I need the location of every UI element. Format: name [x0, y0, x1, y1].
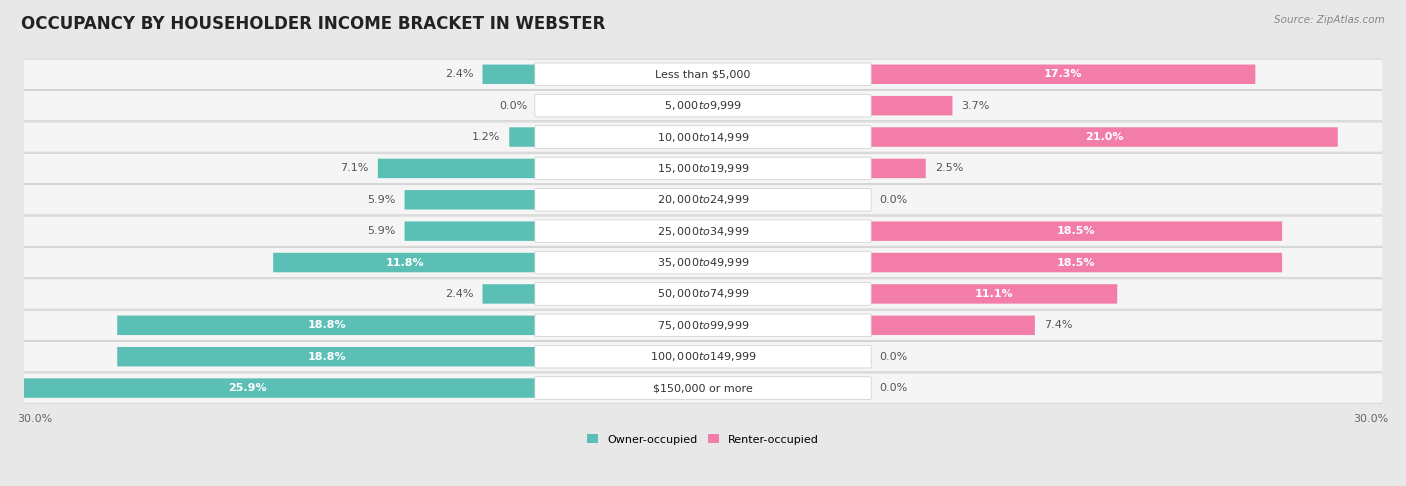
- FancyBboxPatch shape: [22, 185, 1384, 215]
- FancyBboxPatch shape: [22, 122, 1384, 152]
- Text: OCCUPANCY BY HOUSEHOLDER INCOME BRACKET IN WEBSTER: OCCUPANCY BY HOUSEHOLDER INCOME BRACKET …: [21, 15, 606, 33]
- Text: 0.0%: 0.0%: [499, 101, 527, 111]
- FancyBboxPatch shape: [22, 90, 1384, 121]
- Text: 18.8%: 18.8%: [308, 352, 346, 362]
- Text: 0.0%: 0.0%: [879, 383, 907, 393]
- Text: 11.8%: 11.8%: [385, 258, 423, 268]
- FancyBboxPatch shape: [870, 159, 925, 178]
- Text: 18.5%: 18.5%: [1057, 226, 1095, 236]
- FancyBboxPatch shape: [22, 154, 1384, 184]
- Text: 21.0%: 21.0%: [1084, 132, 1123, 142]
- Text: $50,000 to $74,999: $50,000 to $74,999: [657, 287, 749, 300]
- FancyBboxPatch shape: [534, 283, 872, 305]
- Text: Less than $5,000: Less than $5,000: [655, 69, 751, 79]
- FancyBboxPatch shape: [22, 310, 1384, 340]
- FancyBboxPatch shape: [405, 222, 536, 241]
- FancyBboxPatch shape: [22, 373, 1384, 403]
- Legend: Owner-occupied, Renter-occupied: Owner-occupied, Renter-occupied: [582, 430, 824, 449]
- Text: 2.4%: 2.4%: [446, 69, 474, 79]
- FancyBboxPatch shape: [534, 126, 872, 148]
- FancyBboxPatch shape: [273, 253, 536, 272]
- FancyBboxPatch shape: [22, 279, 1384, 309]
- FancyBboxPatch shape: [534, 63, 872, 86]
- FancyBboxPatch shape: [482, 284, 536, 304]
- Text: 18.8%: 18.8%: [308, 320, 346, 330]
- Text: 5.9%: 5.9%: [367, 195, 395, 205]
- Text: $10,000 to $14,999: $10,000 to $14,999: [657, 131, 749, 143]
- FancyBboxPatch shape: [870, 65, 1256, 84]
- FancyBboxPatch shape: [870, 284, 1118, 304]
- FancyBboxPatch shape: [405, 190, 536, 209]
- Text: $100,000 to $149,999: $100,000 to $149,999: [650, 350, 756, 363]
- FancyBboxPatch shape: [482, 65, 536, 84]
- FancyBboxPatch shape: [534, 346, 872, 368]
- Text: 18.5%: 18.5%: [1057, 258, 1095, 268]
- FancyBboxPatch shape: [870, 127, 1337, 147]
- Text: $15,000 to $19,999: $15,000 to $19,999: [657, 162, 749, 175]
- Text: $20,000 to $24,999: $20,000 to $24,999: [657, 193, 749, 206]
- Text: 2.5%: 2.5%: [935, 163, 963, 174]
- Text: $75,000 to $99,999: $75,000 to $99,999: [657, 319, 749, 332]
- FancyBboxPatch shape: [22, 216, 1384, 246]
- FancyBboxPatch shape: [870, 315, 1035, 335]
- Text: 2.4%: 2.4%: [446, 289, 474, 299]
- FancyBboxPatch shape: [534, 377, 872, 399]
- FancyBboxPatch shape: [378, 159, 536, 178]
- Text: 25.9%: 25.9%: [228, 383, 267, 393]
- FancyBboxPatch shape: [117, 347, 536, 366]
- FancyBboxPatch shape: [534, 94, 872, 117]
- Text: 7.1%: 7.1%: [340, 163, 368, 174]
- Text: 3.7%: 3.7%: [962, 101, 990, 111]
- Text: 7.4%: 7.4%: [1043, 320, 1073, 330]
- Text: Source: ZipAtlas.com: Source: ZipAtlas.com: [1274, 15, 1385, 25]
- Text: $35,000 to $49,999: $35,000 to $49,999: [657, 256, 749, 269]
- FancyBboxPatch shape: [22, 247, 1384, 278]
- Text: 5.9%: 5.9%: [367, 226, 395, 236]
- Text: 11.1%: 11.1%: [974, 289, 1012, 299]
- FancyBboxPatch shape: [870, 96, 952, 115]
- Text: 0.0%: 0.0%: [879, 195, 907, 205]
- FancyBboxPatch shape: [870, 253, 1282, 272]
- FancyBboxPatch shape: [534, 251, 872, 274]
- Text: $150,000 or more: $150,000 or more: [654, 383, 752, 393]
- Text: 1.2%: 1.2%: [472, 132, 501, 142]
- FancyBboxPatch shape: [22, 59, 1384, 89]
- Text: 17.3%: 17.3%: [1043, 69, 1083, 79]
- FancyBboxPatch shape: [534, 157, 872, 180]
- FancyBboxPatch shape: [534, 189, 872, 211]
- FancyBboxPatch shape: [0, 378, 536, 398]
- Text: 0.0%: 0.0%: [879, 352, 907, 362]
- FancyBboxPatch shape: [870, 222, 1282, 241]
- FancyBboxPatch shape: [534, 220, 872, 243]
- FancyBboxPatch shape: [117, 315, 536, 335]
- Text: $25,000 to $34,999: $25,000 to $34,999: [657, 225, 749, 238]
- Text: $5,000 to $9,999: $5,000 to $9,999: [664, 99, 742, 112]
- FancyBboxPatch shape: [22, 342, 1384, 372]
- FancyBboxPatch shape: [534, 314, 872, 337]
- FancyBboxPatch shape: [509, 127, 536, 147]
